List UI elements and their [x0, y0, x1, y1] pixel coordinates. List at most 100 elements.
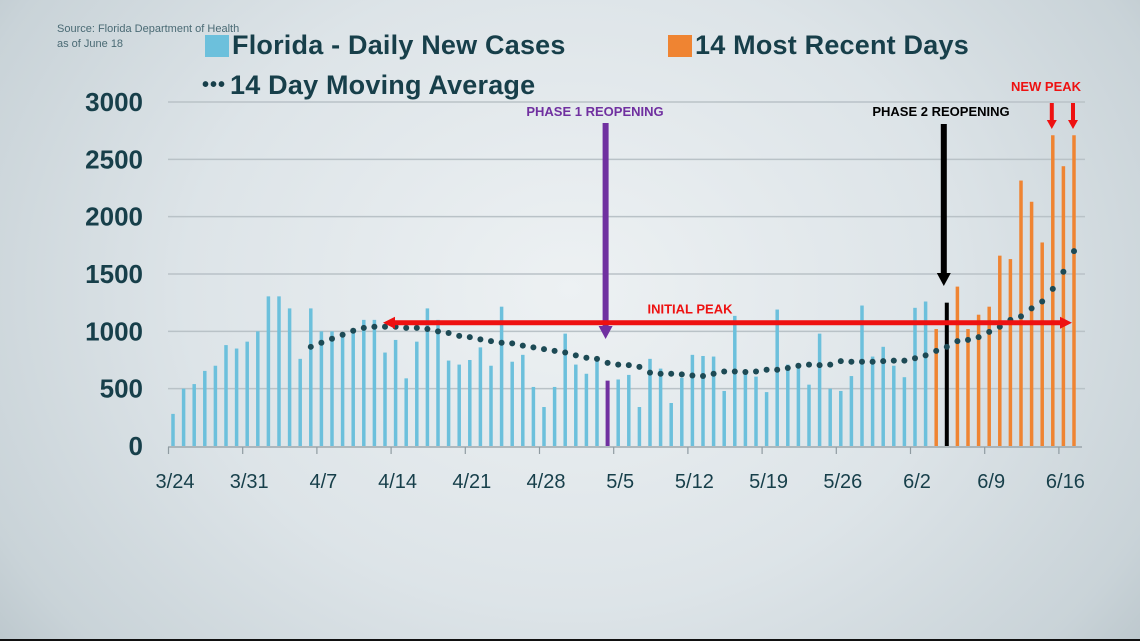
- moving-average-point: [541, 346, 547, 353]
- initial-peak-arrow-shaft: [393, 320, 1062, 326]
- moving-average-point: [1028, 305, 1035, 312]
- bar-daily-cases: [976, 314, 981, 446]
- moving-average-point: [647, 369, 653, 376]
- bar-daily-cases: [680, 377, 684, 446]
- moving-average-point: [583, 354, 590, 361]
- moving-average-point: [382, 323, 388, 330]
- bar-daily-cases: [870, 356, 875, 446]
- bar-daily-cases: [171, 413, 175, 446]
- bar-daily-cases: [944, 302, 949, 446]
- bar-daily-cases: [605, 380, 610, 446]
- initial-peak-arrow-head-right: [1060, 316, 1072, 329]
- moving-average-point: [615, 361, 622, 368]
- bar-daily-cases: [775, 309, 779, 446]
- moving-average-point: [318, 339, 325, 346]
- moving-average-point: [519, 342, 526, 349]
- x-tick-label: 6/2: [903, 471, 931, 493]
- phase2-label: PHASE 2 REOPENING: [872, 104, 1009, 119]
- moving-average-point: [890, 357, 897, 364]
- bar-daily-cases: [330, 331, 334, 446]
- bar-daily-cases: [690, 354, 695, 446]
- bar-daily-cases: [266, 296, 271, 446]
- x-tick-label: 4/21: [452, 471, 491, 493]
- bar-daily-cases: [733, 315, 737, 446]
- bar-daily-cases: [828, 388, 832, 446]
- moving-average-point: [912, 355, 918, 362]
- moving-average-point: [551, 347, 558, 354]
- moving-average-point: [880, 358, 887, 365]
- phase2-arrow-head: [936, 273, 951, 286]
- legend-daily-cases: Florida - Daily New Cases: [205, 30, 566, 61]
- moving-average-point: [604, 359, 611, 366]
- bar-daily-cases: [393, 339, 398, 446]
- bar-daily-cases: [351, 332, 355, 446]
- legend-swatch-daily: [205, 34, 229, 57]
- bar-daily-cases: [658, 368, 663, 446]
- bar-daily-cases: [446, 360, 451, 446]
- moving-average-point: [360, 324, 367, 331]
- bar-daily-cases: [796, 363, 801, 446]
- moving-average-point: [668, 370, 675, 377]
- moving-average-point: [307, 343, 314, 350]
- bar-daily-cases: [786, 364, 790, 446]
- moving-average-point: [329, 335, 335, 342]
- bar-daily-cases: [499, 306, 504, 446]
- moving-average-point: [466, 334, 473, 341]
- moving-average-point: [901, 357, 908, 364]
- moving-average-point: [424, 326, 431, 333]
- moving-average-point: [986, 328, 993, 335]
- bar-daily-cases: [955, 286, 960, 446]
- bar-daily-cases: [754, 376, 758, 446]
- bar-daily-cases: [1072, 135, 1076, 446]
- x-tick-label: 5/26: [823, 471, 862, 493]
- phase2-arrow-shaft: [940, 124, 947, 274]
- bar-daily-cases: [224, 345, 228, 446]
- bar-daily-cases: [542, 407, 546, 446]
- y-tick-label: 0: [129, 431, 143, 461]
- phase1-arrow-shaft: [602, 123, 609, 328]
- bar-daily-cases: [298, 358, 302, 446]
- moving-average-point: [795, 362, 802, 369]
- bar-daily-cases: [1061, 166, 1066, 447]
- bar-daily-cases: [648, 358, 652, 446]
- moving-average-point: [456, 332, 463, 339]
- source-note: Source: Florida Department of Health as …: [57, 22, 239, 52]
- moving-average-point: [498, 339, 505, 346]
- bar-daily-cases: [1008, 259, 1013, 446]
- x-tick-label: 6/16: [1046, 471, 1085, 493]
- bar-daily-cases: [902, 377, 907, 446]
- bar-daily-cases: [563, 333, 567, 446]
- moving-average-point: [1039, 298, 1046, 305]
- new-peak-arrow-head: [1046, 120, 1057, 129]
- moving-average-point: [922, 352, 929, 359]
- moving-average-point: [657, 370, 664, 377]
- moving-average-point: [1071, 248, 1077, 255]
- bar-daily-cases: [245, 341, 249, 446]
- bar-daily-cases: [923, 301, 928, 446]
- x-tick-label: 3/31: [230, 471, 269, 493]
- source-line: Source: Florida Department of Health: [57, 23, 240, 35]
- bar-daily-cases: [987, 306, 991, 446]
- bar-daily-cases: [372, 319, 377, 446]
- bar-daily-cases: [839, 390, 843, 446]
- y-tick-label: 500: [100, 374, 143, 404]
- bar-daily-cases: [181, 388, 186, 446]
- bar-daily-cases: [743, 370, 748, 446]
- phase1-arrow-head: [598, 326, 613, 339]
- bar-daily-cases: [574, 364, 578, 446]
- moving-average-point: [530, 344, 537, 351]
- bar-daily-cases: [319, 331, 324, 446]
- bar-daily-cases: [669, 403, 673, 446]
- x-tick-label: 4/7: [309, 471, 337, 493]
- bar-daily-cases: [701, 355, 705, 446]
- moving-average-point: [859, 358, 865, 365]
- moving-average-point: [721, 368, 728, 375]
- bar-daily-cases: [817, 333, 822, 446]
- moving-average-point: [562, 349, 569, 356]
- bar-daily-cases: [457, 364, 461, 446]
- bar-daily-cases: [807, 384, 811, 446]
- moving-average-point: [678, 371, 685, 378]
- bar-daily-cases: [849, 376, 854, 446]
- y-tick-label: 1500: [85, 259, 143, 289]
- moving-average-point: [1018, 313, 1024, 320]
